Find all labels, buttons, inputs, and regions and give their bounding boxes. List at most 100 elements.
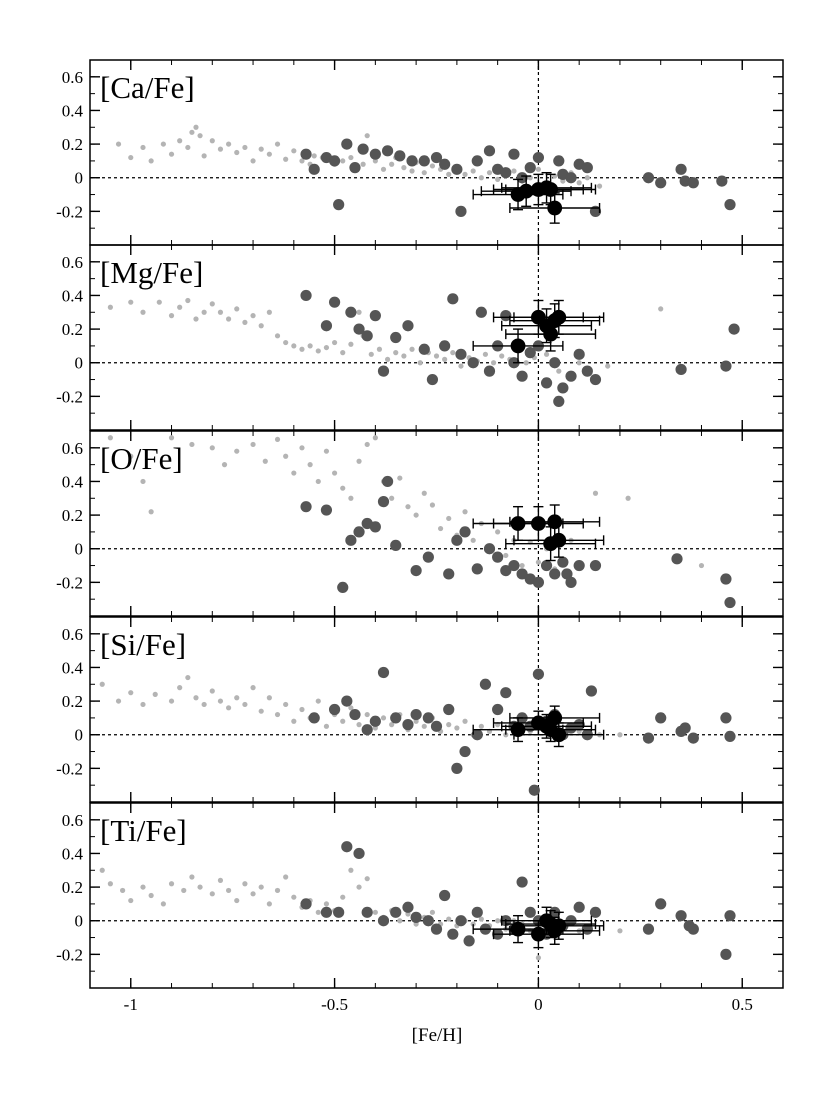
point-dark: [422, 712, 434, 724]
series-light: [107, 435, 705, 572]
point-dark: [369, 715, 381, 727]
point-dark: [328, 703, 341, 716]
y-tick-label: 0: [75, 912, 84, 931]
point-light: [120, 887, 126, 894]
point-dark: [369, 521, 381, 533]
y-tick-label: 0.4: [62, 472, 84, 491]
point-light: [617, 732, 623, 738]
point-light: [197, 884, 203, 890]
point-light: [340, 718, 346, 724]
y-tick-label: 0.6: [62, 625, 83, 644]
point-dark: [524, 906, 536, 918]
point-dark: [573, 348, 585, 360]
point-dark: [642, 732, 655, 744]
point-dark: [508, 559, 520, 572]
point-dark: [553, 395, 565, 408]
point-dark: [565, 370, 577, 382]
point-black: [510, 338, 526, 354]
point-dark: [328, 155, 341, 167]
point-dark: [328, 296, 341, 308]
point-light: [291, 343, 297, 349]
point-dark: [353, 323, 365, 335]
point-black: [547, 200, 563, 216]
point-dark: [353, 847, 365, 860]
point-light: [543, 351, 550, 357]
point-dark: [300, 898, 312, 910]
point-light: [128, 453, 134, 459]
point-light: [698, 562, 705, 569]
point-dark: [565, 172, 577, 184]
point-light: [156, 299, 162, 305]
point-light: [307, 462, 313, 468]
point-dark: [573, 719, 585, 731]
point-dark: [455, 348, 467, 360]
point-light: [160, 901, 166, 907]
point-light: [450, 350, 456, 356]
point-light: [299, 706, 305, 713]
point-dark: [455, 205, 467, 217]
point-light: [185, 144, 191, 151]
point-light: [201, 309, 207, 315]
point-dark: [642, 172, 655, 184]
point-light: [99, 867, 105, 873]
point-dark: [439, 889, 451, 902]
point-light: [193, 124, 199, 130]
point-dark: [573, 901, 585, 913]
point-light: [226, 316, 232, 322]
point-light: [348, 495, 354, 501]
point-dark: [508, 148, 520, 160]
point-dark: [553, 155, 565, 167]
point-dark: [675, 363, 687, 376]
point-dark: [369, 148, 381, 160]
point-light: [413, 512, 419, 518]
point-light: [625, 495, 631, 501]
point-dark: [308, 163, 320, 175]
point-light: [274, 887, 281, 894]
x-tick-label: -1: [124, 995, 138, 1014]
point-dark: [300, 148, 312, 160]
point-light: [258, 708, 264, 714]
point-light: [482, 351, 489, 357]
point-dark: [561, 568, 573, 580]
point-dark: [471, 563, 483, 575]
point-dark: [390, 539, 402, 551]
point-light: [258, 323, 264, 329]
y-tick-label: -0.2: [56, 945, 83, 964]
point-light: [397, 475, 403, 481]
point-black: [551, 727, 567, 743]
point-black: [543, 182, 559, 197]
point-dark: [406, 155, 418, 167]
point-dark: [459, 526, 471, 538]
point-light: [446, 171, 452, 177]
point-light: [148, 158, 154, 164]
point-black: [547, 514, 563, 530]
point-dark: [720, 712, 732, 724]
point-dark: [724, 596, 736, 609]
point-light: [177, 138, 183, 144]
y-tick-label: 0.6: [62, 811, 83, 830]
panel-3: 0.6 0.4 0.2 0 -0.2 [Si/Fe]: [56, 616, 784, 803]
point-light: [258, 884, 264, 890]
point-dark: [720, 360, 732, 372]
point-light: [115, 698, 122, 704]
point-light: [217, 877, 224, 883]
point-light: [209, 301, 215, 307]
point-dark: [381, 145, 394, 157]
point-light: [433, 353, 440, 359]
point-light: [291, 894, 297, 900]
point-light: [323, 448, 330, 454]
point-light: [152, 691, 158, 697]
panel-label: [Ti/Fe]: [100, 813, 187, 848]
point-light: [535, 559, 542, 565]
point-light: [234, 897, 240, 904]
point-light: [486, 170, 493, 176]
point-light: [503, 732, 509, 738]
y-tick-label: 0.6: [62, 439, 83, 458]
x-tick-label: -0.5: [321, 995, 348, 1014]
point-light: [535, 955, 542, 961]
point-light: [364, 711, 370, 718]
point-dark: [573, 559, 585, 572]
point-light: [283, 874, 289, 880]
point-dark: [589, 559, 602, 572]
point-light: [389, 161, 395, 167]
